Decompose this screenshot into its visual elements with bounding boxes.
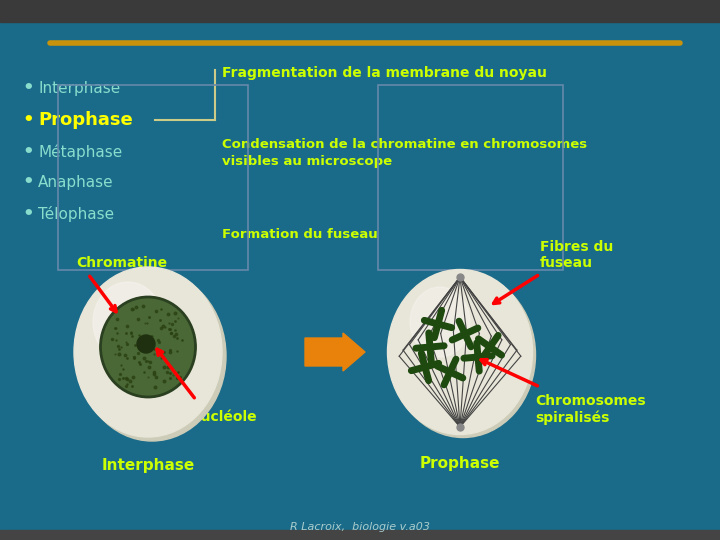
Text: Prophase: Prophase — [38, 111, 132, 129]
Bar — [0, 0, 720, 22]
Text: Prophase: Prophase — [420, 456, 500, 471]
Text: Métaphase: Métaphase — [38, 144, 122, 160]
Text: •: • — [22, 143, 34, 161]
Ellipse shape — [410, 287, 470, 357]
Bar — [58, 85, 248, 270]
Text: Interphase: Interphase — [102, 458, 194, 473]
Text: •: • — [22, 205, 34, 223]
Text: Chromatine: Chromatine — [76, 256, 167, 270]
Text: Anaphase: Anaphase — [38, 174, 114, 190]
Text: Formation du fuseau: Formation du fuseau — [222, 228, 378, 241]
Text: R Lacroix,  biologie v.a03: R Lacroix, biologie v.a03 — [290, 522, 430, 532]
Text: Télophase: Télophase — [38, 206, 114, 222]
Text: Nucléole: Nucléole — [190, 410, 258, 424]
Ellipse shape — [101, 297, 196, 397]
Text: Interphase: Interphase — [38, 80, 120, 96]
Bar — [378, 85, 563, 270]
Ellipse shape — [93, 282, 163, 362]
Text: Fibres du
fuseau: Fibres du fuseau — [540, 240, 613, 270]
Text: •: • — [22, 79, 34, 97]
Ellipse shape — [387, 269, 533, 435]
Ellipse shape — [137, 335, 155, 353]
Text: Chromosomes
spiralisés: Chromosomes spiralisés — [535, 394, 646, 425]
Text: •: • — [22, 111, 34, 129]
Ellipse shape — [390, 273, 536, 437]
Text: Condensation de la chromatine en chromosomes
visibles au microscope: Condensation de la chromatine en chromos… — [222, 138, 587, 168]
Text: •: • — [22, 173, 34, 191]
Ellipse shape — [78, 271, 226, 441]
Bar — [0, 530, 720, 540]
FancyArrow shape — [305, 333, 365, 371]
Text: Fragmentation de la membrane du noyau: Fragmentation de la membrane du noyau — [222, 66, 547, 80]
Ellipse shape — [74, 267, 222, 437]
